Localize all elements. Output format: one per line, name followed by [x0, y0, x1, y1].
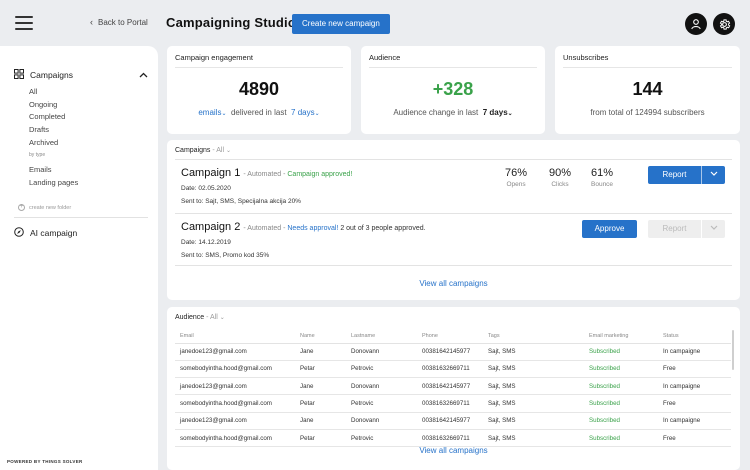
sidebar-item-emails[interactable]: Emails	[29, 165, 52, 174]
sidebar-campaigns-header[interactable]: Campaigns	[14, 66, 148, 84]
unsubscribes-value: 144	[632, 79, 663, 99]
column-header-tags[interactable]: Tags	[483, 329, 584, 344]
campaign-row: Campaign 1 - Automated - Campaign approv…	[175, 160, 732, 213]
view-all-audience-link[interactable]: View all campaigns	[419, 446, 488, 455]
audience-text: Audience change in last	[393, 108, 479, 117]
back-to-portal-link[interactable]: ‹ Back to Portal	[90, 17, 148, 27]
sidebar-item-completed[interactable]: Completed	[29, 112, 66, 122]
audience-scrollbar[interactable]	[732, 330, 734, 370]
compass-icon	[14, 227, 24, 239]
column-header-name[interactable]: Name	[295, 329, 346, 344]
sidebar-item-archived[interactable]: Archived	[29, 137, 59, 147]
table-row[interactable]: somebodyintha.hood@gmail.com Petar Petrovi…	[175, 394, 731, 413]
table-row[interactable]: janedoe123@gmail.com Jane Donovann 00381642…	[175, 377, 731, 396]
back-label: Back to Portal	[98, 17, 148, 27]
powered-by: POWERED BY THINGS SOLVER	[7, 459, 83, 464]
period-dropdown-audience[interactable]: 7 days⌄	[482, 108, 513, 117]
period-dropdown-engagement[interactable]: 7 days⌄	[291, 108, 320, 117]
approve-button[interactable]: Approve	[582, 220, 637, 238]
audience-header: Audience - All ⌄	[175, 314, 225, 321]
campaign-name: Campaign 1 - Automated - Campaign approv…	[181, 167, 353, 179]
engagement-middle: delivered in last	[230, 108, 287, 117]
unsubscribes-label: Unsubscribes	[563, 53, 609, 62]
report-button-disabled[interactable]: Report	[648, 220, 725, 238]
page-title: Campaigning Studio	[166, 15, 296, 30]
campaigns-filter-dropdown[interactable]: - All ⌄	[212, 147, 232, 154]
engagement-value: 4890	[238, 79, 280, 99]
hamburger-icon[interactable]	[15, 16, 33, 30]
engagement-sub: emails⌄ delivered in last 7 days⌄	[167, 108, 351, 117]
status-badge: Campaign approved!	[287, 171, 353, 178]
table-row[interactable]: somebodyintha.hood@gmail.com Petar Petrovi…	[175, 429, 731, 448]
grid-icon	[14, 66, 24, 84]
table-row[interactable]: janedoe123@gmail.com Jane Donovann 00381642…	[175, 412, 731, 430]
sidebar-item-all[interactable]: All	[29, 87, 38, 96]
gear-icon[interactable]	[713, 13, 735, 35]
by-type-label: by type	[29, 152, 46, 158]
column-header-email[interactable]: Email	[175, 329, 295, 344]
ai-campaign-label: AI campaign	[30, 228, 78, 238]
campaign-name: Campaign 2 - Automated - Needs approval!…	[181, 221, 426, 233]
campaign-sent-to: Sent to: SMS, Promo kod 35%	[181, 252, 270, 259]
table-row[interactable]: janedoe123@gmail.com Jane Donovann 00381642…	[175, 343, 731, 361]
audience-sub: Audience change in last 7 days⌄	[361, 108, 545, 117]
report-button[interactable]: Report	[648, 166, 725, 184]
engagement-card: Campaign engagement 4890 emails⌄ deliver…	[167, 46, 351, 134]
campaign-date: Date: 14.12.2019	[181, 239, 231, 246]
column-header-email-marketing[interactable]: Email marketing	[584, 329, 658, 344]
status-badge: Needs approval!	[287, 225, 339, 232]
campaign-sent-to: Sent to: Sajt, SMS, Specijalna akcija 20…	[181, 198, 301, 205]
create-folder-link[interactable]: + create new folder	[18, 204, 71, 211]
chevron-down-icon[interactable]	[701, 166, 725, 184]
audience-card: Audience +328 Audience change in last 7 …	[361, 46, 545, 134]
unsubscribes-card: Unsubscribes 144 from total of 124994 su…	[555, 46, 740, 134]
sidebar-item-ongoing[interactable]: Ongoing	[29, 99, 58, 109]
user-icon[interactable]	[685, 13, 707, 35]
table-header-row: Email Name Lastname Phone Tags Email mar…	[175, 329, 731, 344]
campaigns-title: Campaigns	[175, 147, 211, 154]
campaign-date: Date: 02.05.2020	[181, 185, 231, 192]
channel-dropdown[interactable]: emails⌄	[198, 108, 227, 117]
sidebar-campaigns-label: Campaigns	[30, 70, 73, 80]
chevron-left-icon: ‹	[90, 17, 93, 27]
audience-title: Audience	[175, 314, 205, 321]
clicks-metric: 90% Clicks	[549, 167, 572, 188]
opens-metric: 76% Opens	[505, 167, 528, 188]
column-header-lastname[interactable]: Lastname	[346, 329, 417, 344]
engagement-label: Campaign engagement	[175, 53, 253, 62]
create-folder-label: create new folder	[29, 204, 72, 211]
column-header-phone[interactable]: Phone	[417, 329, 483, 344]
sidebar: Campaigns All Ongoing Completed Drafts A…	[0, 46, 158, 470]
audience-filter-dropdown[interactable]: - All ⌄	[206, 314, 225, 321]
chevron-down-icon[interactable]	[701, 220, 725, 238]
audience-table: Email Name Lastname Phone Tags Email mar…	[175, 329, 731, 448]
unsubscribes-text: from total of 124994 subscribers	[590, 108, 705, 117]
campaign-row: Campaign 2 - Automated - Needs approval!…	[175, 213, 732, 266]
chevron-up-icon[interactable]	[139, 71, 148, 80]
campaigns-panel: Campaigns - All ⌄ Campaign 1 - Automated…	[167, 140, 740, 300]
sidebar-item-drafts[interactable]: Drafts	[29, 125, 50, 135]
sidebar-item-landing-pages[interactable]: Landing pages	[29, 177, 79, 187]
campaigns-header: Campaigns - All ⌄	[175, 147, 231, 154]
top-bar: ‹ Back to Portal Campaigning Studio Crea…	[0, 0, 750, 46]
audience-value: +328	[432, 79, 474, 99]
column-header-status[interactable]: Status	[658, 329, 731, 344]
plus-icon: +	[18, 204, 25, 211]
sidebar-item-ai-campaign[interactable]: AI campaign	[14, 227, 77, 239]
audience-panel: Audience - All ⌄ Email Name Lastname Pho…	[167, 307, 740, 470]
create-campaign-button[interactable]: Create new campaign	[292, 14, 390, 34]
view-all-campaigns-link[interactable]: View all campaigns	[419, 279, 488, 288]
sidebar-divider	[14, 217, 148, 218]
audience-label: Audience	[369, 53, 401, 62]
table-row[interactable]: somebodyintha.hood@gmail.com Petar Petrovi…	[175, 360, 731, 379]
bounce-metric: 61% Bounce	[591, 167, 614, 188]
